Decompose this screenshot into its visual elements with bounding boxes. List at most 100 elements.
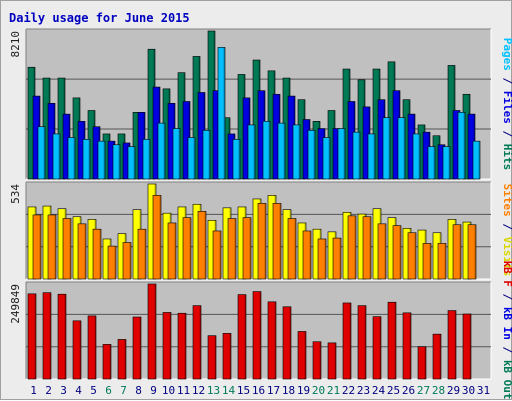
bar-kb-f-day-24 <box>372 316 382 380</box>
bar-pages-day-2 <box>52 133 61 180</box>
bar-sites-day-4 <box>77 223 87 280</box>
bar-shade <box>234 218 236 279</box>
bar-sites-day-1 <box>32 214 42 280</box>
bar-shade <box>193 137 195 179</box>
bar-shade <box>414 232 416 279</box>
bar-shade <box>244 294 246 379</box>
bar-kb-f-day-9 <box>147 283 157 380</box>
day-label-18: 18 <box>282 384 295 397</box>
bar-sites-day-22 <box>347 215 357 280</box>
bar-shade <box>384 223 386 279</box>
bar-shade <box>169 312 171 379</box>
bar-pages-day-3 <box>67 137 76 180</box>
series-kb-f <box>27 283 472 380</box>
bar-shade <box>39 214 41 279</box>
side-label-part: kB In <box>501 307 512 340</box>
side-label-part: / <box>501 287 512 307</box>
bar-kb-f-day-14 <box>222 333 232 380</box>
series-pages <box>37 47 481 180</box>
day-label-10: 10 <box>162 384 175 397</box>
bar-sites-day-17 <box>272 203 282 280</box>
bar-sites-day-14 <box>227 218 237 280</box>
bar-shade <box>103 141 105 179</box>
day-label-5: 5 <box>90 384 97 397</box>
bar-shade <box>343 128 345 179</box>
day-label-17: 17 <box>267 384 280 397</box>
bar-shade <box>373 133 375 179</box>
bar-sites-day-11 <box>182 217 192 280</box>
bar-sites-day-24 <box>377 223 387 280</box>
bar-shade <box>54 214 56 279</box>
day-label-30: 30 <box>462 384 475 397</box>
bar-shade <box>118 144 120 179</box>
day-label-14: 14 <box>222 384 236 397</box>
bar-shade <box>463 112 465 179</box>
bar-shade <box>334 342 336 379</box>
side-label-middle: Sites / Visits <box>501 184 512 277</box>
side-label-part: Sites <box>501 184 512 217</box>
bar-shade <box>64 294 66 379</box>
bar-pages-day-19 <box>307 130 316 180</box>
bar-sites-day-7 <box>122 242 132 280</box>
bar-kb-f-day-21 <box>327 342 337 380</box>
day-label-26: 26 <box>402 384 415 397</box>
bar-sites-day-29 <box>452 224 462 280</box>
bar-shade <box>163 123 165 179</box>
bar-shade <box>283 123 285 179</box>
day-label-22: 22 <box>342 384 355 397</box>
bar-kb-f-day-2 <box>42 292 52 380</box>
side-label-part: / <box>501 71 512 91</box>
bar-shade <box>99 229 101 279</box>
bar-pages-day-22 <box>352 131 361 180</box>
bar-pages-day-6 <box>112 144 121 180</box>
day-label-3: 3 <box>60 384 67 397</box>
bar-kb-f-day-30 <box>462 313 472 380</box>
bar-shade <box>328 137 330 179</box>
side-label-part: Hits <box>501 144 512 171</box>
bar-shade <box>478 141 480 179</box>
day-label-4: 4 <box>75 384 82 397</box>
bar-shade <box>204 211 206 279</box>
bar-shade <box>388 117 390 179</box>
bar-sites-day-23 <box>362 216 372 280</box>
bar-shade <box>274 301 276 379</box>
bar-shade <box>133 146 135 179</box>
bar-pages-day-18 <box>292 124 301 180</box>
bar-pages-day-20 <box>322 137 331 180</box>
bar-sites-day-19 <box>302 230 312 280</box>
bar-shade <box>238 139 240 179</box>
bar-shade <box>399 225 401 279</box>
bar-shade <box>474 224 476 279</box>
side-label-top: Pages / Files / Hits <box>501 38 512 171</box>
bar-shade <box>349 302 351 379</box>
bar-shade <box>433 146 435 179</box>
bar-shade <box>223 47 225 179</box>
bar-pages-day-9 <box>157 122 166 180</box>
bar-shade <box>214 335 216 379</box>
bar-kb-f-day-4 <box>72 320 82 380</box>
bar-shade <box>49 292 51 379</box>
day-label-20: 20 <box>312 384 325 397</box>
bar-shade <box>174 222 176 279</box>
bar-shade <box>208 130 210 179</box>
bar-shade <box>324 238 326 279</box>
bar-shade <box>88 139 90 179</box>
bar-sites-day-18 <box>287 218 297 280</box>
bar-sites-day-9 <box>152 195 162 280</box>
day-label-28: 28 <box>432 384 445 397</box>
bar-pages-day-7 <box>127 146 136 180</box>
bar-sites-day-8 <box>137 228 147 280</box>
bar-shade <box>199 305 201 379</box>
bar-pages-day-26 <box>412 133 421 180</box>
bar-kb-f-day-27 <box>417 346 427 380</box>
bar-pages-day-1 <box>37 126 46 180</box>
bar-shade <box>148 139 150 179</box>
bar-pages-day-30 <box>472 140 481 180</box>
bar-shade <box>279 203 281 279</box>
bar-sites-day-5 <box>92 228 102 280</box>
bar-kb-f-day-10 <box>162 312 172 380</box>
bar-kb-f-day-19 <box>297 331 307 380</box>
y-max-label: 8210 <box>9 31 22 58</box>
